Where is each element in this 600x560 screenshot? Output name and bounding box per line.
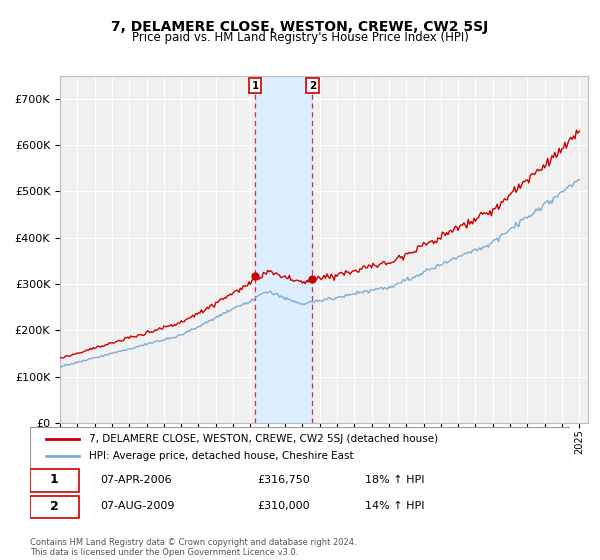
FancyBboxPatch shape	[30, 427, 570, 468]
Text: HPI: Average price, detached house, Cheshire East: HPI: Average price, detached house, Ches…	[89, 450, 354, 460]
Text: 18% ↑ HPI: 18% ↑ HPI	[365, 475, 424, 485]
Text: 07-APR-2006: 07-APR-2006	[100, 475, 172, 485]
Text: Price paid vs. HM Land Registry's House Price Index (HPI): Price paid vs. HM Land Registry's House …	[131, 31, 469, 44]
Text: 14% ↑ HPI: 14% ↑ HPI	[365, 501, 424, 511]
Text: 1: 1	[50, 473, 59, 487]
Text: Contains HM Land Registry data © Crown copyright and database right 2024.
This d: Contains HM Land Registry data © Crown c…	[30, 538, 356, 557]
Text: £316,750: £316,750	[257, 475, 310, 485]
Text: 07-AUG-2009: 07-AUG-2009	[100, 501, 175, 511]
Text: 7, DELAMERE CLOSE, WESTON, CREWE, CW2 5SJ (detached house): 7, DELAMERE CLOSE, WESTON, CREWE, CW2 5S…	[89, 433, 439, 444]
FancyBboxPatch shape	[30, 496, 79, 518]
FancyBboxPatch shape	[30, 469, 79, 492]
Text: £310,000: £310,000	[257, 501, 310, 511]
Bar	[255, 76, 313, 423]
Text: 7, DELAMERE CLOSE, WESTON, CREWE, CW2 5SJ: 7, DELAMERE CLOSE, WESTON, CREWE, CW2 5S…	[112, 20, 488, 34]
Text: 1: 1	[251, 81, 259, 91]
Text: 2: 2	[50, 500, 59, 513]
Text: 2: 2	[309, 81, 316, 91]
